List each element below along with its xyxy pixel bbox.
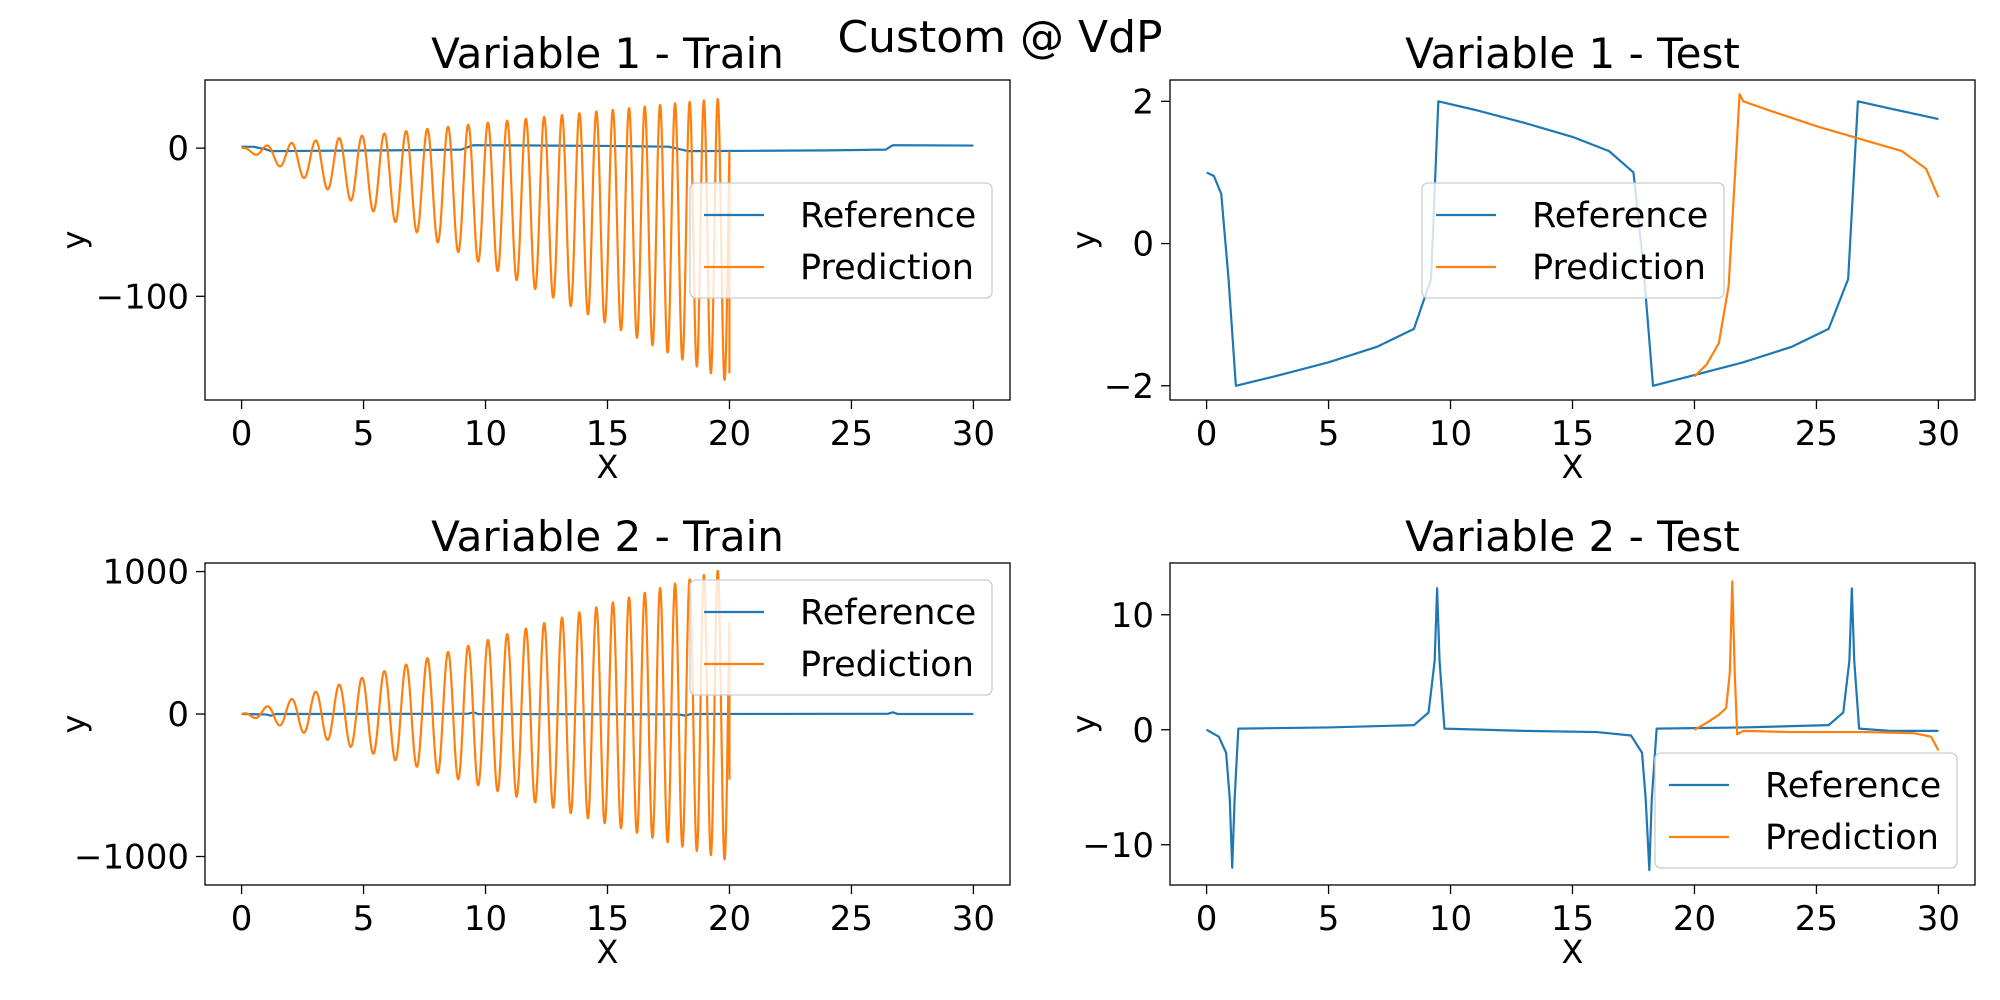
- legend: Reference Prediction: [689, 182, 993, 299]
- x-tick-label: 0: [1196, 414, 1218, 454]
- legend-label: Reference: [800, 196, 976, 236]
- y-axis-label: y: [55, 231, 93, 250]
- panel-4: 0 5 10 15 20 25 30 −10 0 10 Variable 2 - Test Xy Ref…: [1065, 512, 1976, 971]
- x-tick-label: 20: [1673, 414, 1716, 454]
- y-axis-label: y: [55, 715, 93, 734]
- legend-box: [689, 182, 993, 299]
- x-tick-label: 20: [1673, 899, 1716, 939]
- series-line-prediction: [1693, 93, 1940, 378]
- x-tick-label: 20: [708, 899, 751, 939]
- x-tick-label: 15: [586, 899, 629, 939]
- x-tick-label: 25: [1795, 899, 1838, 939]
- x-tick-label: 30: [952, 414, 995, 454]
- x-tick-label: 10: [464, 899, 507, 939]
- series-line-reference: [1206, 587, 1939, 872]
- y-tick-label: 0: [1132, 225, 1154, 265]
- x-tick-label: 5: [353, 899, 375, 939]
- legend-box: [689, 579, 993, 696]
- series-line-reference: [241, 144, 974, 153]
- y-tick-label: 2: [1132, 82, 1154, 122]
- x-tick-label: 0: [231, 414, 253, 454]
- x-tick-label: 25: [1795, 414, 1838, 454]
- x-tick-label: 25: [830, 414, 873, 454]
- y-tick-label: 0: [167, 695, 189, 735]
- legend-label: Reference: [800, 593, 976, 633]
- y-axis-label: y: [1065, 715, 1103, 734]
- panel-title: Variable 2 - Test: [1405, 512, 1740, 561]
- legend-label: Reference: [1765, 766, 1941, 806]
- x-tick-label: 15: [1551, 899, 1594, 939]
- x-tick-label: 0: [1196, 899, 1218, 939]
- figure-suptitle: Custom @ VdP: [837, 12, 1162, 63]
- series-line-prediction: [240, 97, 731, 381]
- series-line-reference: [1206, 100, 1939, 387]
- legend-label: Prediction: [1532, 248, 1706, 288]
- x-axis-label: X: [1562, 933, 1584, 971]
- x-tick-label: 5: [1318, 899, 1340, 939]
- legend-label: Reference: [1532, 196, 1708, 236]
- y-tick-label: −100: [96, 277, 189, 317]
- x-tick-label: 30: [1917, 414, 1960, 454]
- x-tick-label: 30: [1917, 899, 1960, 939]
- x-tick-label: 5: [353, 414, 375, 454]
- legend: Reference Prediction: [689, 579, 993, 696]
- y-tick-label: 0: [1132, 711, 1154, 751]
- x-tick-label: 10: [1429, 414, 1472, 454]
- x-axis-label: X: [597, 933, 619, 971]
- legend: Reference Prediction: [1654, 752, 1958, 869]
- y-axis-label: y: [1065, 231, 1103, 250]
- panel-2: 0 5 10 15 20 25 30 −2 0 2 Variable 1 - Test Xy Refer…: [1065, 29, 1976, 486]
- y-tick-label: −1000: [74, 838, 189, 878]
- x-tick-label: 20: [708, 414, 751, 454]
- x-tick-label: 10: [1429, 899, 1472, 939]
- x-axis-label: X: [1562, 448, 1584, 486]
- y-tick-label: 10: [1111, 596, 1154, 636]
- series-line-reference: [241, 711, 974, 717]
- y-tick-label: 1000: [102, 553, 189, 593]
- x-tick-label: 5: [1318, 414, 1340, 454]
- x-tick-label: 0: [231, 899, 253, 939]
- series-line-prediction: [1693, 580, 1940, 751]
- y-tick-label: 0: [167, 129, 189, 169]
- y-tick-label: −2: [1104, 367, 1154, 407]
- x-tick-label: 30: [952, 899, 995, 939]
- legend-label: Prediction: [1765, 818, 1939, 858]
- legend-box: [1421, 182, 1725, 299]
- panel-title: Variable 1 - Train: [431, 29, 784, 78]
- x-tick-label: 15: [586, 414, 629, 454]
- panel-1: 0 5 10 15 20 25 30 −100 0 Variable 1 - Train Xy Ref…: [55, 29, 1011, 486]
- y-tick-label: −10: [1082, 826, 1154, 866]
- panel-title: Variable 2 - Train: [431, 512, 784, 561]
- legend: Reference Prediction: [1421, 182, 1725, 299]
- legend-label: Prediction: [800, 248, 974, 288]
- x-tick-label: 15: [1551, 414, 1594, 454]
- legend-label: Prediction: [800, 645, 974, 685]
- x-axis-label: X: [597, 448, 619, 486]
- panel-title: Variable 1 - Test: [1405, 29, 1740, 78]
- x-tick-label: 10: [464, 414, 507, 454]
- series-line-prediction: [240, 569, 731, 861]
- legend-box: [1654, 752, 1958, 869]
- x-tick-label: 25: [830, 899, 873, 939]
- panel-3: 0 5 10 15 20 25 30 −1000 0 1000 Variable 2 - Train…: [55, 512, 1011, 971]
